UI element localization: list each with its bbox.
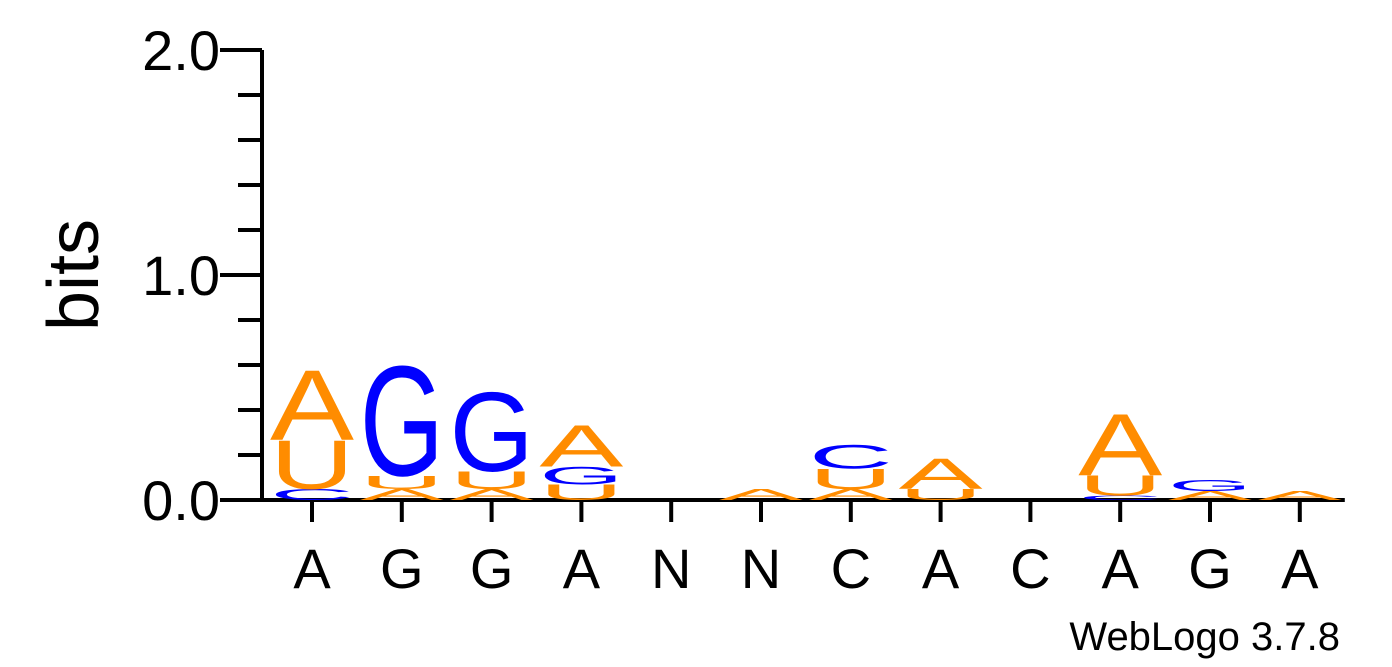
logo-letter-A: A	[539, 413, 623, 480]
logo-letter-G: G	[450, 368, 534, 495]
position-label: C	[1010, 537, 1050, 600]
position-label: G	[1188, 537, 1232, 600]
logo-letter-U: U	[539, 480, 623, 505]
logo-letter-U: U	[1078, 470, 1162, 502]
logo-letter-U: U	[270, 427, 354, 504]
logo-letter-G: G	[1168, 477, 1252, 495]
logo-letter-A: A	[1078, 396, 1162, 494]
logo-letter-A: A	[270, 349, 354, 461]
position-label: C	[831, 537, 871, 600]
logo-letter-U: U	[450, 466, 534, 494]
y-axis-title: bits	[34, 219, 114, 331]
position-label: N	[741, 537, 781, 600]
logo-letter-A: A	[1258, 489, 1343, 503]
y-tick-label: 1.0	[142, 244, 220, 307]
logo-letter-A: A	[899, 449, 984, 498]
logo-letter-U: U	[809, 463, 893, 495]
position-label: A	[563, 537, 601, 600]
position-label: N	[651, 537, 691, 600]
position-label: A	[293, 537, 331, 600]
logo-letter-G: G	[360, 333, 444, 508]
position-label: G	[380, 537, 424, 600]
y-tick-label: 0.0	[142, 469, 220, 532]
position-label: A	[1281, 537, 1319, 600]
y-tick-label: 2.0	[142, 19, 220, 82]
logo-letter-C: C	[1078, 494, 1162, 501]
logo-letter-A: A	[809, 486, 893, 504]
y-axis: 0.0 1.0 2.0	[142, 19, 264, 532]
position-label: A	[922, 537, 960, 600]
logo-letter-A: A	[360, 486, 444, 504]
logo-letter-A: A	[1168, 489, 1253, 503]
logo-letter-A: A	[450, 486, 534, 504]
logo-letter-A: A	[719, 486, 803, 504]
logo-letter-C: C	[270, 486, 354, 504]
weblogo-footer: WebLogo 3.7.8	[1069, 615, 1340, 659]
logo-letter-G: G	[539, 462, 623, 490]
logo-letter-C: C	[809, 437, 893, 476]
logo-letter-U: U	[360, 472, 444, 493]
position-label: A	[1102, 537, 1140, 600]
logo-letter-U: U	[899, 486, 983, 504]
position-label: G	[470, 537, 514, 600]
